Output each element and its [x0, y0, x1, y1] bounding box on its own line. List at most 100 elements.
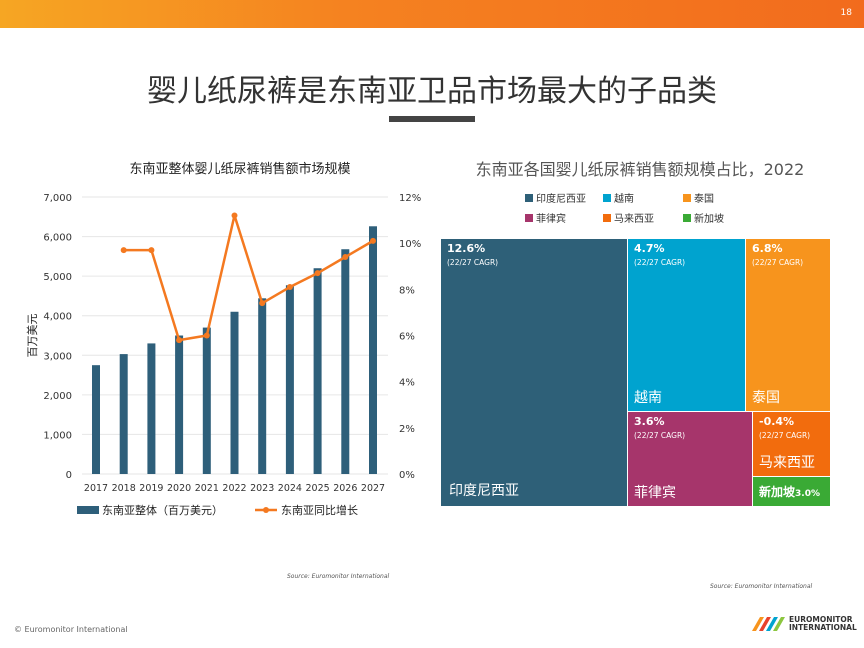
x-tick-label: 2023 [250, 483, 274, 494]
tile-cagr-note: (22/27 CAGR) [447, 258, 499, 267]
x-tick-label: 2021 [195, 483, 219, 494]
page-number: 18 [840, 8, 852, 18]
left-source: Source: Euromonitor International [287, 573, 390, 580]
legend-label: 越南 [614, 194, 634, 205]
tile-cagr: 4.7% [634, 242, 665, 255]
growth-point-2019 [148, 247, 155, 254]
tile-cagr-note: (22/27 CAGR) [752, 258, 804, 267]
y2-tick-label: 4% [399, 378, 415, 389]
growth-line [123, 214, 374, 342]
legend-label: 马来西亚 [614, 214, 654, 225]
growth-point-2027 [370, 237, 376, 244]
x-tick-label: 2024 [278, 483, 302, 494]
y-tick-label: 0 [66, 470, 72, 481]
euromonitor-logo: EUROMONITOR INTERNATIONAL [752, 616, 857, 632]
growth-point-2020 [176, 337, 183, 344]
y2-tick-label: 12% [399, 193, 421, 204]
y-tick-label: 7,000 [43, 193, 72, 204]
growth-point-2021 [203, 332, 210, 339]
tile-cagr: 3.0% [795, 489, 820, 499]
bar-2023 [258, 298, 267, 474]
treemap-tile: 6.8% (22/27 CAGR) 泰国 [746, 239, 830, 411]
legend-label: 新加坡 [694, 214, 724, 225]
bar-2020 [175, 335, 184, 474]
growth-point-2024 [286, 284, 293, 291]
growth-point-2023 [259, 300, 266, 307]
tile-country: 菲律宾 [634, 485, 676, 501]
bar-2018 [119, 354, 128, 474]
x-tick-label: 2020 [167, 483, 191, 494]
tile-cagr-note: (22/27 CAGR) [634, 258, 686, 267]
treemap-tile: 4.7% (22/27 CAGR) 越南 [628, 239, 745, 411]
y-tick-label: 5,000 [43, 272, 72, 283]
legend-swatch [683, 213, 691, 222]
y2-tick-label: 8% [399, 285, 415, 296]
legend-line-label: 东南亚同比增长 [281, 503, 358, 517]
treemap-title: 东南亚各国婴儿纸尿裤销售额规模占比，2022 [475, 160, 805, 179]
growth-point-2026 [342, 254, 349, 261]
bar-chart-title: 东南亚整体婴儿纸尿裤销售额市场规模 [129, 162, 351, 177]
bar-2026 [341, 249, 350, 474]
legend-bar-swatch [77, 506, 99, 514]
header-bar: 18 [0, 0, 864, 28]
legend-item: 菲律宾 [525, 210, 566, 225]
bar-2017 [92, 365, 100, 474]
legend-label: 印度尼西亚 [536, 194, 586, 205]
y-tick-label: 4,000 [43, 312, 72, 323]
tile-country: 马来西亚 [759, 455, 815, 471]
growth-point-2018 [120, 247, 127, 254]
bar-2027 [369, 226, 377, 474]
x-tick-label: 2022 [222, 483, 246, 494]
y2-tick-label: 10% [399, 239, 421, 250]
bar-2019 [147, 343, 156, 474]
legend-swatch [683, 193, 691, 202]
y-tick-label: 3,000 [43, 351, 72, 362]
bar-2025 [313, 268, 322, 474]
tile-cagr: 12.6% [447, 242, 486, 255]
y2-tick-label: 6% [399, 332, 415, 343]
legend-label: 菲律宾 [536, 214, 566, 225]
growth-point-2022 [231, 212, 238, 219]
tile-country: 印度尼西亚 [449, 483, 519, 499]
logo-text-1: EUROMONITOR [789, 615, 853, 624]
x-tick-label: 2025 [306, 483, 330, 494]
x-tick-label: 2019 [139, 483, 163, 494]
legend-swatch [603, 193, 611, 202]
x-tick-label: 2026 [333, 483, 357, 494]
treemap-tile: 新加坡3.0% [753, 477, 830, 506]
legend-bar-label: 东南亚整体（百万美元） [102, 503, 223, 517]
y-tick-label: 1,000 [43, 430, 72, 441]
treemap-tile: 3.6% (22/27 CAGR) 菲律宾 [628, 412, 752, 506]
y2-tick-label: 0% [399, 470, 415, 481]
tile-cagr-note: (22/27 CAGR) [634, 431, 686, 440]
legend-item: 越南 [603, 190, 634, 205]
y2-tick-label: 2% [399, 424, 415, 435]
growth-point-2025 [314, 270, 321, 277]
page-title: 婴儿纸尿裤是东南亚卫品市场最大的子品类 [147, 74, 717, 109]
treemap-tile: -0.4% (22/27 CAGR) 马来西亚 [753, 412, 830, 476]
y-tick-label: 2,000 [43, 391, 72, 402]
logo-stripes-icon [752, 617, 785, 631]
legend-swatch [603, 213, 611, 222]
combo-chart: 0 1,000 2,000 3,000 4,000 5,000 6,000 7,000 0% 2%… [26, 193, 421, 517]
bar-2024 [285, 285, 294, 474]
bar-2022 [230, 311, 239, 474]
x-tick-label: 2017 [84, 483, 108, 494]
legend-item: 印度尼西亚 [525, 190, 586, 205]
legend-swatch [525, 193, 533, 202]
y-axis-label: 百万美元 [26, 314, 39, 358]
right-source: Source: Euromonitor International [710, 583, 813, 590]
tile-country: 泰国 [752, 390, 780, 406]
legend-item: 泰国 [683, 190, 714, 205]
treemap-tile: 12.6% (22/27 CAGR) 印度尼西亚 [441, 239, 627, 506]
tile-cagr: 3.6% [634, 415, 665, 428]
title-divider [389, 116, 475, 122]
bar-2021 [202, 327, 211, 474]
legend-line-marker [263, 507, 269, 513]
y-tick-label: 6,000 [43, 233, 72, 244]
legend-label: 泰国 [694, 194, 714, 205]
x-tick-label: 2018 [112, 483, 136, 494]
copyright: © Euromonitor International [14, 625, 128, 634]
logo-text-2: INTERNATIONAL [789, 623, 857, 632]
legend-item: 马来西亚 [603, 210, 654, 225]
